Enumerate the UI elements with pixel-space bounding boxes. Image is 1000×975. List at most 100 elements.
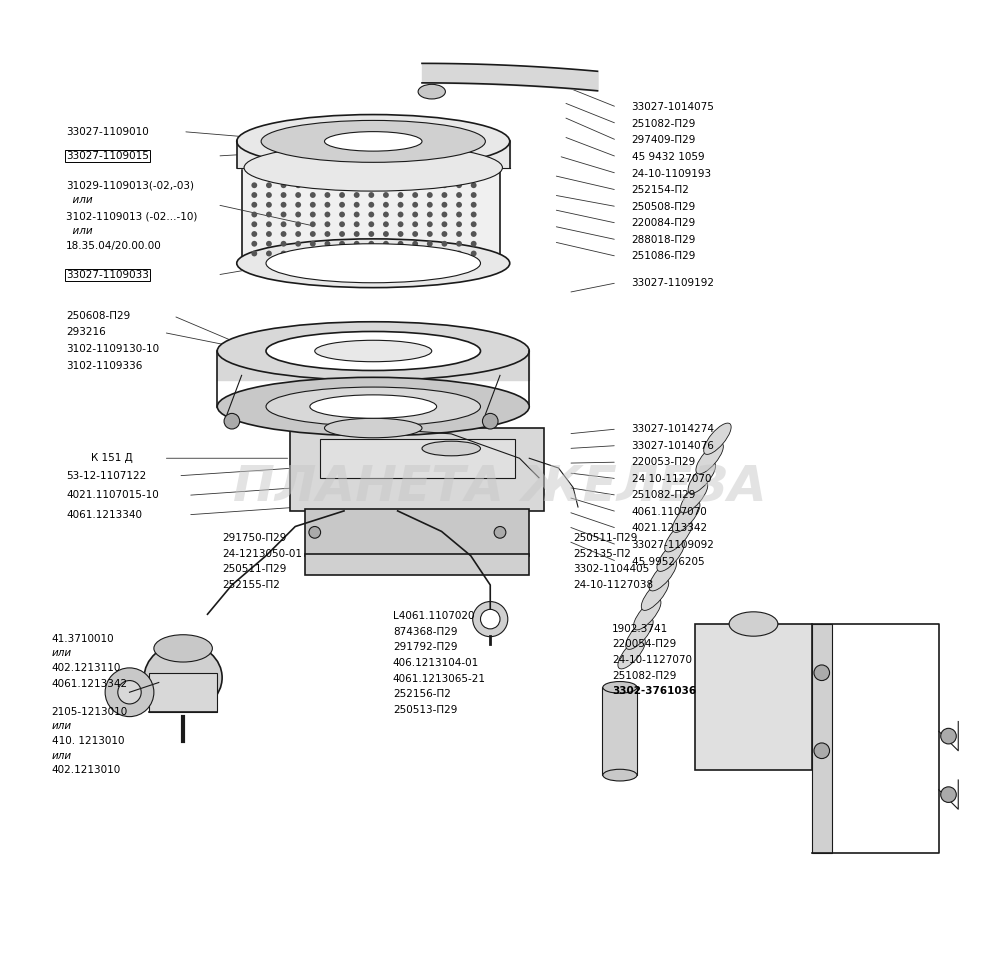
Circle shape <box>368 182 374 188</box>
Circle shape <box>281 192 286 198</box>
Ellipse shape <box>680 482 708 513</box>
Text: 31029-1109013(-02,-03): 31029-1109013(-02,-03) <box>66 180 194 190</box>
Text: 53-12-1107122: 53-12-1107122 <box>66 471 146 481</box>
Circle shape <box>471 192 477 198</box>
Circle shape <box>412 231 418 237</box>
Ellipse shape <box>633 599 661 630</box>
Circle shape <box>281 212 286 217</box>
Ellipse shape <box>154 635 212 662</box>
Circle shape <box>456 221 462 227</box>
Bar <box>149 673 217 712</box>
Circle shape <box>471 231 477 237</box>
Circle shape <box>456 241 462 247</box>
Circle shape <box>427 182 433 188</box>
Ellipse shape <box>324 418 422 438</box>
Text: L4061.1107020: L4061.1107020 <box>393 611 474 621</box>
Text: 220084-П29: 220084-П29 <box>632 218 696 228</box>
Circle shape <box>354 241 360 247</box>
Circle shape <box>310 221 316 227</box>
Circle shape <box>224 413 240 429</box>
Text: или: или <box>66 226 93 236</box>
Circle shape <box>354 231 360 237</box>
Ellipse shape <box>696 443 723 474</box>
Circle shape <box>482 413 498 429</box>
Circle shape <box>442 212 447 217</box>
Ellipse shape <box>266 332 480 370</box>
Text: 33027-1109192: 33027-1109192 <box>632 278 715 288</box>
Circle shape <box>310 231 316 237</box>
Text: 250511-П29: 250511-П29 <box>573 533 638 543</box>
Ellipse shape <box>237 115 510 168</box>
Circle shape <box>480 609 500 629</box>
Circle shape <box>310 202 316 208</box>
Text: 41.3710010: 41.3710010 <box>52 634 114 644</box>
Circle shape <box>324 182 330 188</box>
Text: 3302-1104405: 3302-1104405 <box>573 565 649 574</box>
Circle shape <box>310 241 316 247</box>
Ellipse shape <box>422 441 480 456</box>
Text: 220053-П29: 220053-П29 <box>632 457 696 467</box>
Circle shape <box>281 251 286 256</box>
Text: 402.1213010: 402.1213010 <box>52 765 121 775</box>
Circle shape <box>251 182 257 188</box>
Circle shape <box>427 221 433 227</box>
Ellipse shape <box>626 618 653 649</box>
Circle shape <box>412 182 418 188</box>
Bar <box>242 168 500 263</box>
Text: 33027-1014075: 33027-1014075 <box>632 102 714 112</box>
Circle shape <box>354 182 360 188</box>
Circle shape <box>412 241 418 247</box>
Circle shape <box>398 202 403 208</box>
Circle shape <box>310 251 316 256</box>
Circle shape <box>295 212 301 217</box>
Bar <box>290 428 544 511</box>
Circle shape <box>456 192 462 198</box>
Ellipse shape <box>657 540 684 571</box>
Circle shape <box>354 202 360 208</box>
Text: 33027-1109015: 33027-1109015 <box>66 151 149 161</box>
Text: 252156-П2: 252156-П2 <box>393 689 451 699</box>
Circle shape <box>398 192 403 198</box>
Circle shape <box>473 602 508 637</box>
Text: 252135-П2: 252135-П2 <box>573 549 631 559</box>
Circle shape <box>295 182 301 188</box>
Text: 4061.1213342: 4061.1213342 <box>52 680 128 689</box>
Circle shape <box>266 192 272 198</box>
Text: 24 10-1127070: 24 10-1127070 <box>632 474 711 484</box>
Circle shape <box>456 182 462 188</box>
Circle shape <box>941 728 956 744</box>
Circle shape <box>266 251 272 256</box>
Text: 33027-1014076: 33027-1014076 <box>632 441 714 450</box>
Circle shape <box>295 221 301 227</box>
Circle shape <box>398 182 403 188</box>
Circle shape <box>339 182 345 188</box>
Circle shape <box>295 251 301 256</box>
Circle shape <box>427 231 433 237</box>
Circle shape <box>339 192 345 198</box>
Text: 293216: 293216 <box>66 328 106 337</box>
Circle shape <box>471 221 477 227</box>
Text: или: или <box>66 195 93 205</box>
Text: 220054-П29: 220054-П29 <box>612 640 676 649</box>
Circle shape <box>295 241 301 247</box>
Circle shape <box>398 251 403 256</box>
Circle shape <box>118 681 141 704</box>
Text: 291792-П29: 291792-П29 <box>393 643 457 652</box>
Circle shape <box>295 192 301 198</box>
Circle shape <box>266 241 272 247</box>
Circle shape <box>309 526 321 538</box>
Circle shape <box>456 212 462 217</box>
Circle shape <box>368 192 374 198</box>
Circle shape <box>383 212 389 217</box>
Circle shape <box>368 251 374 256</box>
Circle shape <box>471 202 477 208</box>
Text: 4021.1213342: 4021.1213342 <box>632 524 708 533</box>
Text: 24-10-1109193: 24-10-1109193 <box>632 169 712 178</box>
Text: 4061.1213065-21: 4061.1213065-21 <box>393 674 486 683</box>
Text: 33027-1014274: 33027-1014274 <box>632 424 715 434</box>
Circle shape <box>266 212 272 217</box>
Circle shape <box>339 231 345 237</box>
Circle shape <box>324 241 330 247</box>
Circle shape <box>310 192 316 198</box>
Text: 291750-П29: 291750-П29 <box>222 533 287 543</box>
